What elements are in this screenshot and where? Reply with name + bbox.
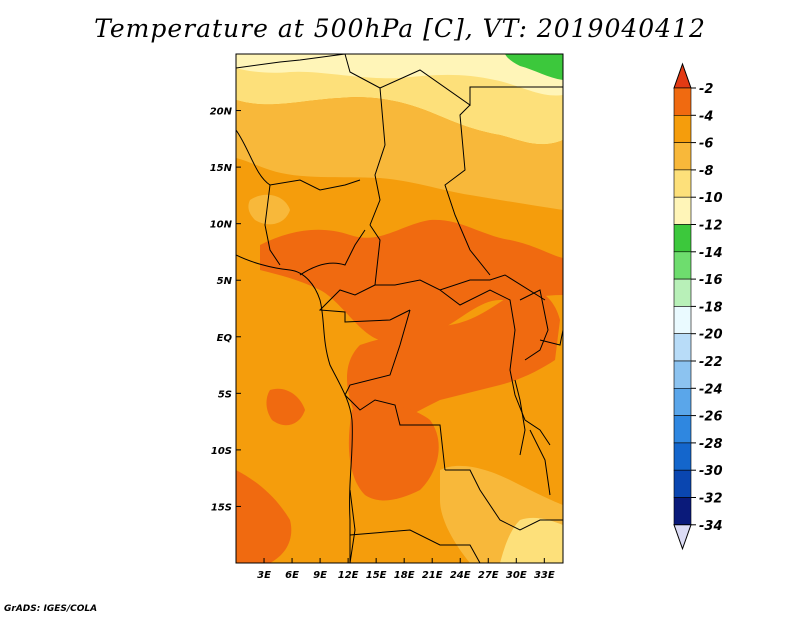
x-tick-label: 21E [422, 570, 443, 581]
x-tick-label: 9E [313, 570, 327, 581]
field-warm-band [260, 219, 563, 342]
x-tick-label: 27E [478, 570, 499, 581]
x-tick-label: 15E [366, 570, 387, 581]
colorbar-label: -2 [699, 82, 713, 97]
colorbar-segment [673, 224, 692, 253]
field-cold-corner [505, 54, 563, 80]
y-axis-ticks: 20N 15N 10N 5N EQ 5S 10S 15S [210, 107, 241, 513]
y-tick-label: 5N [217, 276, 233, 287]
y-tick-label: 15N [210, 163, 233, 174]
colorbar-label: -4 [699, 109, 713, 124]
colorbar-segment [673, 278, 692, 307]
colorbar-label: -18 [699, 300, 723, 315]
colorbar: -2 -4 -6 -8 -10 -12 -14 -16 -18 -20 -22 -24 -26 -28 -3… [673, 62, 723, 551]
colorbar-label: -22 [699, 355, 723, 370]
border-niger-chad [344, 54, 386, 226]
map-title: Temperature at 500hPa [C], VT: 201904041… [94, 14, 706, 43]
field-warm-core [347, 289, 560, 433]
border-car [369, 224, 546, 301]
colorbar-segment [673, 251, 692, 280]
colorbar-label: -14 [699, 246, 723, 261]
border-chad-sudan [444, 104, 491, 276]
colorbar-segment [673, 360, 692, 389]
colorbar-segment [673, 442, 692, 471]
field-band-tan-north [236, 97, 563, 210]
colorbar-segment [673, 115, 692, 143]
border-namibia [349, 529, 481, 563]
colorbar-segment [673, 333, 692, 362]
border-lake-tanganyika [514, 379, 526, 456]
colorbar-segment [673, 415, 692, 444]
border-drc-east [439, 289, 551, 446]
field-warm-sw [236, 470, 292, 563]
colorbar-label: -34 [699, 519, 723, 534]
colorbar-top-arrow [673, 62, 692, 89]
border-zambia [445, 469, 563, 531]
field-warm-south [348, 404, 439, 501]
border-cameroon-congo [318, 284, 411, 323]
field-cooler-southeast [500, 517, 563, 563]
border-lake-victoria [539, 329, 563, 346]
country-borders [236, 54, 563, 563]
colorbar-segment [673, 469, 692, 498]
x-tick-label: 33E [534, 570, 555, 581]
colorbar-label: -26 [699, 410, 723, 425]
y-tick-label: 10N [210, 220, 233, 231]
border-angola-namibia [349, 489, 356, 563]
colorbar-segment [673, 87, 692, 116]
colorbar-segment [673, 196, 692, 225]
colorbar-label: -20 [699, 328, 723, 343]
colorbar-label: -24 [699, 382, 723, 397]
colorbar-label: -30 [699, 464, 723, 479]
colorbar-segment [673, 497, 692, 526]
colorbar-label: -32 [699, 492, 723, 507]
y-tick-label: 15S [211, 502, 232, 513]
y-tick-label: 20N [210, 107, 233, 118]
border-nigeria-west [264, 184, 281, 266]
colorbar-segment [673, 169, 692, 198]
colorbar-label: -12 [699, 219, 723, 234]
credit-text: GrADS: IGES/COLA [4, 604, 98, 614]
y-tick-label: 5S [218, 389, 232, 400]
colorbar-segment [673, 142, 692, 171]
x-tick-label: 6E [285, 570, 299, 581]
colorbar-bottom-arrow [673, 524, 692, 551]
y-tick-label: EQ [217, 333, 233, 344]
coastline-west [236, 254, 353, 563]
field-band-lighter-north [236, 54, 563, 96]
x-tick-label: 30E [506, 570, 527, 581]
colorbar-label: -16 [699, 273, 723, 288]
field-cool-north-small [248, 194, 290, 225]
x-tick-label: 18E [394, 570, 415, 581]
x-tick-label: 12E [338, 570, 359, 581]
colorbar-segment [673, 387, 692, 416]
colorbar-label: -6 [699, 137, 713, 152]
colorbar-label: -10 [699, 191, 723, 206]
field-warm-west [266, 388, 305, 426]
x-tick-label: 3E [257, 570, 271, 581]
colorbar-label: -8 [699, 164, 713, 179]
border-north [236, 54, 346, 69]
border-nigeria-cameroon [299, 229, 366, 276]
border-west-africa [236, 129, 361, 191]
border-malawi [529, 429, 551, 496]
x-tick-label: 24E [450, 570, 471, 581]
temperature-field [236, 54, 563, 563]
map-frame [235, 53, 564, 564]
y-tick-label: 10S [211, 446, 232, 457]
border-drc-angola [344, 309, 446, 471]
colorbar-label: -28 [699, 437, 723, 452]
colorbar-segment [673, 306, 692, 334]
x-axis-ticks: 3E 6E 9E 12E 15E 18E 21E 24E 27E 30E 33E [257, 558, 555, 581]
border-uganda-kenya [519, 289, 549, 361]
